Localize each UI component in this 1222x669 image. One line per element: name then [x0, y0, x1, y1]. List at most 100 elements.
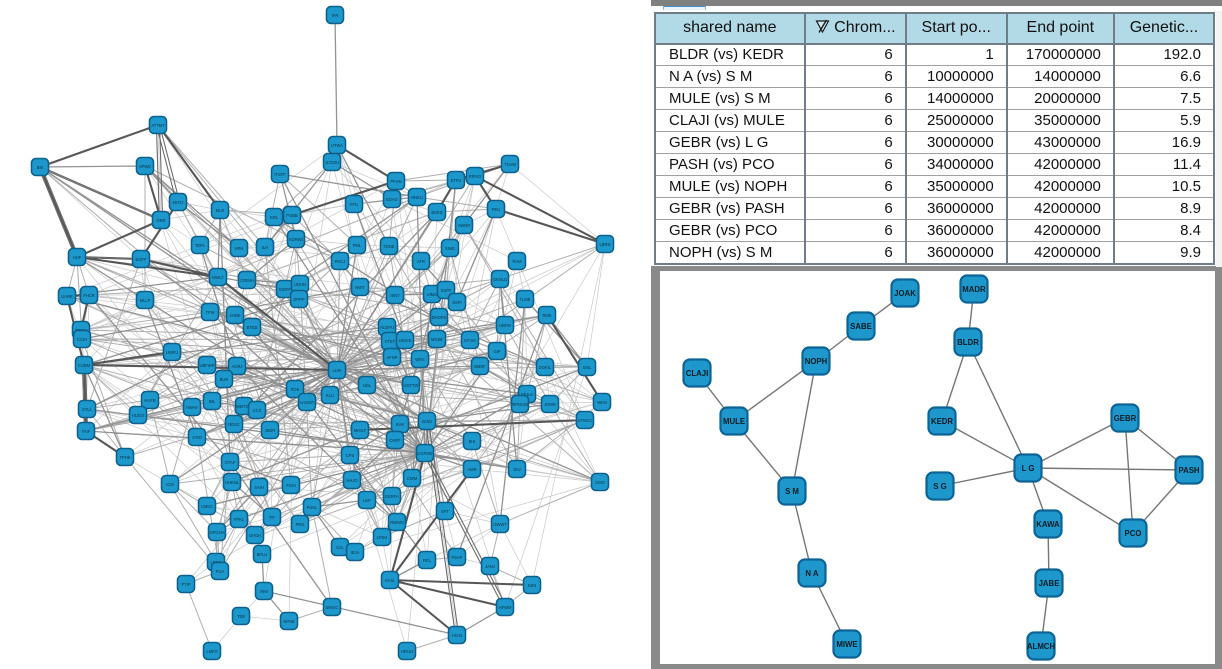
svg-text:ORR: ORR [156, 218, 165, 223]
svg-text:HDIHS: HDIHS [399, 338, 412, 343]
svg-text:PUKL: PUKL [307, 505, 318, 510]
svg-text:UTWA: UTWA [331, 143, 343, 148]
svg-text:REL: REL [423, 558, 432, 563]
svg-text:RIM: RIM [260, 589, 268, 594]
svg-text:HUF: HUF [73, 255, 82, 260]
svg-text:EDAG: EDAG [386, 197, 398, 202]
svg-text:OWWT: OWWT [493, 522, 507, 527]
svg-text:HHKNL: HHKNL [225, 480, 240, 485]
svg-text:SSPF: SSPF [441, 288, 452, 293]
svg-text:NSN: NSN [528, 583, 537, 588]
svg-text:DHOFD: DHOFD [432, 315, 447, 320]
svg-text:CGFMD: CGFMD [417, 451, 432, 456]
svg-text:RNEU: RNEU [411, 195, 423, 200]
svg-text:BSRD: BSRD [431, 210, 442, 215]
svg-text:SSPI: SSPI [452, 300, 461, 305]
svg-text:ROK: ROK [291, 387, 300, 392]
svg-text:FHCR: FHCR [83, 293, 94, 298]
svg-text:AFNP: AFNP [387, 355, 398, 360]
svg-text:JANJ: JANJ [485, 564, 495, 569]
svg-text:MGEE: MGEE [431, 337, 443, 342]
svg-text:JCGOU: JCGOU [325, 160, 339, 165]
svg-text:UBFWP: UBFWP [200, 363, 215, 368]
svg-text:HPH: HPH [235, 246, 244, 251]
svg-text:GHGH: GHGH [249, 533, 261, 538]
svg-text:WRS: WRS [415, 357, 425, 362]
svg-text:RAM: RAM [512, 259, 522, 264]
svg-text:IGEFF: IGEFF [279, 287, 292, 292]
svg-text:S M: S M [785, 487, 799, 496]
svg-text:KDRWI: KDRWI [289, 237, 303, 242]
svg-text:TIF: TIF [269, 515, 276, 520]
svg-text:TEB: TEB [237, 614, 245, 619]
svg-text:LPSH: LPSH [377, 535, 388, 540]
svg-text:DOKIL: DOKIL [539, 365, 552, 370]
svg-text:ALMCH: ALMCH [1027, 642, 1056, 651]
svg-text:HFWM: HFWM [499, 605, 512, 610]
svg-text:POBB: POBB [286, 213, 298, 218]
svg-text:DIU: DIU [513, 467, 520, 472]
svg-text:FPKL: FPKL [234, 517, 245, 522]
svg-text:MIOLT: MIOLT [354, 428, 367, 433]
svg-text:UIMG: UIMG [427, 292, 438, 297]
svg-text:ETFU: ETFU [451, 178, 462, 183]
svg-text:TAIF: TAIF [82, 429, 91, 434]
svg-text:RMK: RMK [542, 313, 551, 318]
svg-text:AAGMT: AAGMT [300, 400, 315, 405]
svg-text:HWAF: HWAF [186, 405, 198, 410]
svg-text:STIO: STIO [192, 435, 202, 440]
svg-text:AMR: AMR [467, 467, 476, 472]
svg-text:GEBR: GEBR [1114, 414, 1137, 423]
svg-text:WKN: WKN [597, 400, 607, 405]
svg-text:UGTTW: UGTTW [403, 383, 418, 388]
svg-text:UBFM: UBFM [499, 323, 511, 328]
svg-text:HUFB: HUFB [144, 398, 155, 403]
svg-text:OJL: OJL [336, 545, 344, 550]
svg-text:SFJLK: SFJLK [521, 392, 534, 397]
svg-text:GIP: GIP [493, 349, 500, 354]
svg-text:RIFKO: RIFKO [469, 174, 482, 179]
svg-text:CLAJI: CLAJI [686, 369, 709, 378]
svg-text:AWNR: AWNR [458, 223, 470, 228]
svg-text:CRIMH: CRIMH [240, 278, 253, 283]
svg-text:RPOCM: RPOCM [512, 402, 528, 407]
svg-text:IFR: IFR [332, 13, 339, 18]
svg-text:UARE: UARE [61, 294, 73, 299]
svg-text:NDL: NDL [363, 383, 372, 388]
svg-text:UWRJ: UWRJ [166, 350, 178, 355]
svg-text:JKDR: JKDR [265, 428, 276, 433]
svg-text:NWT: NWT [355, 285, 365, 290]
svg-text:PTIP: PTIP [181, 582, 190, 587]
svg-text:CCIH: CCIH [77, 337, 87, 342]
svg-text:HHJO: HHJO [346, 478, 357, 483]
svg-text:PNG: PNG [296, 522, 305, 527]
svg-text:STLL: STLL [82, 407, 93, 412]
svg-text:BTEB: BTEB [247, 325, 258, 330]
svg-text:SFT: SFT [441, 509, 449, 514]
svg-text:MLLP: MLLP [140, 298, 151, 303]
svg-text:MADR: MADR [962, 285, 986, 294]
svg-text:SINGC: SINGC [326, 605, 339, 610]
svg-text:DPPP: DPPP [293, 297, 304, 302]
svg-text:NOPH: NOPH [805, 357, 828, 366]
svg-text:BPLU: BPLU [257, 552, 268, 557]
svg-text:CWM: CWM [407, 476, 418, 481]
svg-text:JABE: JABE [1039, 579, 1060, 588]
svg-text:PHCJ: PHCJ [335, 259, 346, 264]
svg-text:JOWE: JOWE [544, 402, 556, 407]
svg-text:HRUIJ: HRUIJ [401, 649, 413, 654]
svg-text:FTET: FTET [385, 339, 396, 344]
svg-text:IEJA: IEJA [351, 550, 360, 555]
svg-text:ILH: ILH [262, 245, 268, 250]
svg-text:ATR: ATR [417, 259, 425, 264]
svg-text:EOFF: EOFF [136, 257, 147, 262]
svg-text:MIWE: MIWE [836, 640, 857, 649]
svg-text:KPJIS: KPJIS [464, 338, 476, 343]
svg-text:ONFF: ONFF [389, 438, 401, 443]
svg-text:NPSB: NPSB [283, 619, 294, 624]
svg-text:WMLT: WMLT [212, 275, 224, 280]
svg-text:PCO: PCO [1125, 529, 1142, 538]
svg-text:MHTJ: MHTJ [173, 200, 184, 205]
svg-text:CPS: CPS [346, 453, 355, 458]
svg-text:EERFA: EERFA [385, 494, 399, 499]
